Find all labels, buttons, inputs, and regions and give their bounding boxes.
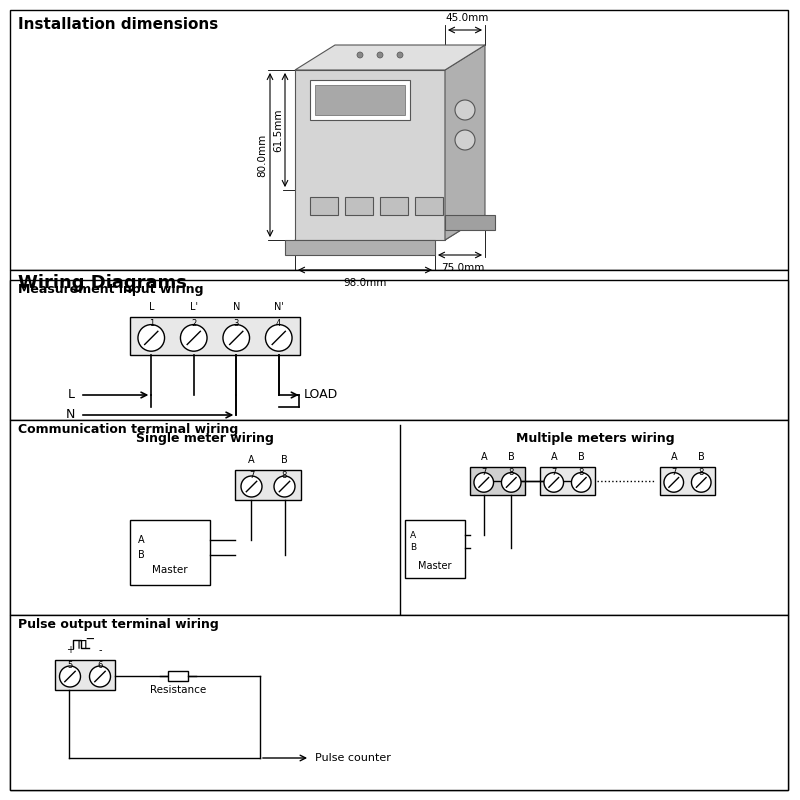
Text: 5: 5 [67, 661, 73, 670]
Circle shape [474, 473, 494, 492]
Text: 8: 8 [578, 467, 584, 477]
Text: 8: 8 [282, 471, 287, 480]
Text: Single meter wiring: Single meter wiring [136, 432, 274, 445]
Text: B: B [698, 452, 705, 462]
Text: Master: Master [418, 561, 452, 571]
Bar [470, 467, 525, 495]
Polygon shape [295, 45, 485, 70]
Polygon shape [315, 85, 405, 115]
Text: A: A [550, 452, 557, 462]
Circle shape [397, 52, 403, 58]
Text: 61.5mm: 61.5mm [273, 108, 283, 152]
Text: 4: 4 [276, 319, 282, 328]
Text: 7: 7 [671, 467, 677, 477]
Circle shape [138, 325, 165, 351]
Text: B: B [508, 452, 514, 462]
Text: B: B [281, 455, 288, 465]
Bar [415, 197, 443, 215]
Text: -: - [98, 645, 102, 655]
Bar [10, 280, 788, 420]
Text: L: L [68, 389, 75, 402]
Bar [130, 520, 210, 585]
Polygon shape [285, 240, 435, 255]
Text: B: B [138, 550, 145, 560]
Circle shape [455, 130, 475, 150]
Text: 7: 7 [481, 467, 486, 477]
Text: N: N [233, 302, 240, 312]
Bar [310, 197, 338, 215]
Text: N: N [66, 409, 75, 422]
Text: ⊓‾: ⊓‾ [76, 638, 94, 652]
Text: L': L' [190, 302, 198, 312]
Polygon shape [445, 215, 495, 230]
Circle shape [544, 473, 563, 492]
Circle shape [664, 473, 683, 492]
Bar [10, 420, 788, 615]
Text: 80.0mm: 80.0mm [257, 134, 267, 177]
Bar [380, 197, 408, 215]
Bar [10, 615, 788, 790]
Text: 1: 1 [149, 319, 154, 328]
Text: 45.0mm: 45.0mm [446, 13, 489, 23]
Polygon shape [310, 80, 410, 120]
Text: Master: Master [152, 565, 188, 575]
Text: Communication terminal wiring: Communication terminal wiring [18, 423, 238, 436]
Text: L: L [149, 302, 154, 312]
Circle shape [691, 473, 711, 492]
Text: N': N' [274, 302, 284, 312]
Text: B: B [410, 543, 416, 553]
Bar [10, 270, 788, 790]
Circle shape [274, 476, 295, 497]
Text: 6: 6 [98, 661, 102, 670]
Text: Resistance: Resistance [150, 685, 206, 695]
Text: Installation dimensions: Installation dimensions [18, 17, 218, 32]
Polygon shape [445, 45, 485, 240]
Text: A: A [410, 530, 416, 539]
Text: LOAD: LOAD [304, 389, 338, 402]
Circle shape [223, 325, 250, 351]
Text: A: A [670, 452, 677, 462]
Bar [405, 520, 465, 578]
Bar [235, 470, 301, 500]
Text: Wiring Diagrams: Wiring Diagrams [18, 274, 187, 292]
Polygon shape [295, 215, 485, 240]
Circle shape [357, 52, 363, 58]
Circle shape [502, 473, 521, 492]
Text: A: A [248, 455, 255, 465]
Circle shape [455, 100, 475, 120]
Text: Pulse output terminal wiring: Pulse output terminal wiring [18, 618, 218, 631]
Text: A: A [481, 452, 487, 462]
Text: 2: 2 [191, 319, 196, 328]
Bar [540, 467, 595, 495]
Circle shape [59, 666, 81, 687]
Text: 98.0mm: 98.0mm [343, 278, 386, 288]
Text: Measurement input wiring: Measurement input wiring [18, 283, 203, 296]
Bar [345, 197, 373, 215]
Bar [130, 317, 300, 355]
Text: 7: 7 [551, 467, 557, 477]
Bar [55, 660, 115, 690]
Text: 7: 7 [249, 471, 254, 480]
Bar [168, 671, 188, 681]
Circle shape [266, 325, 292, 351]
Circle shape [571, 473, 591, 492]
Circle shape [90, 666, 110, 687]
Text: 75.0mm: 75.0mm [442, 263, 485, 273]
Text: 8: 8 [698, 467, 704, 477]
Polygon shape [295, 70, 445, 240]
Text: 3: 3 [234, 319, 239, 328]
Text: A: A [138, 535, 145, 545]
Bar [660, 467, 715, 495]
Bar [10, 10, 788, 270]
Text: B: B [578, 452, 585, 462]
Text: +: + [66, 645, 74, 655]
Text: 8: 8 [509, 467, 514, 477]
Circle shape [377, 52, 383, 58]
Circle shape [181, 325, 207, 351]
Text: Pulse counter: Pulse counter [315, 753, 391, 763]
Circle shape [241, 476, 262, 497]
Text: Multiple meters wiring: Multiple meters wiring [516, 432, 674, 445]
